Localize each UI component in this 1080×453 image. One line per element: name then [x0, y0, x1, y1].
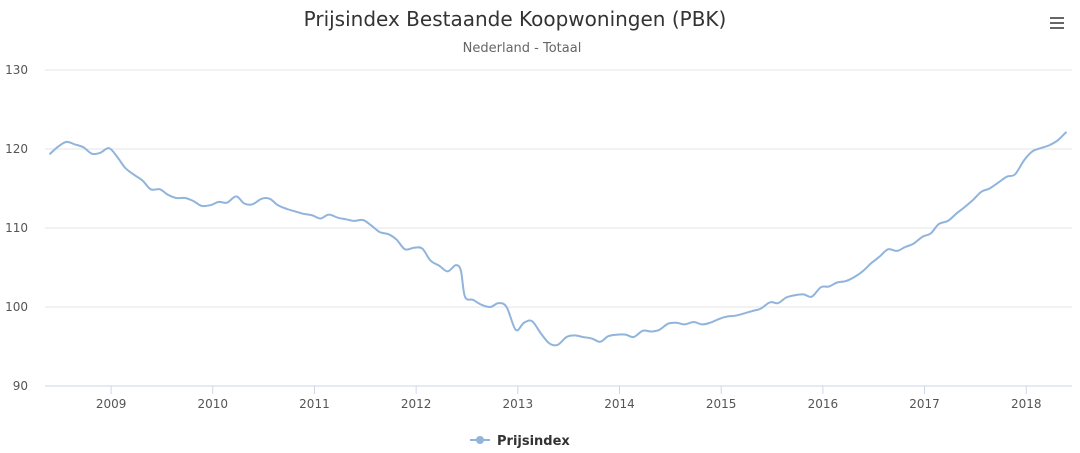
x-tick-label: 2011	[299, 397, 330, 411]
data-point[interactable]	[476, 300, 486, 310]
data-point[interactable]	[265, 194, 275, 204]
data-point[interactable]	[603, 331, 613, 341]
data-point[interactable]	[155, 184, 165, 194]
data-point[interactable]	[231, 191, 241, 201]
series-layer	[45, 127, 1071, 350]
data-point[interactable]	[773, 298, 783, 308]
data-point[interactable]	[680, 319, 690, 329]
data-point[interactable]	[595, 337, 605, 347]
legend-item-prijsindex[interactable]: Prijsindex	[470, 434, 570, 449]
data-point[interactable]	[95, 148, 105, 158]
x-axis: 2009 2010 2011 2012 2013 2014 2015 2016 2017 2018	[96, 386, 1042, 411]
y-tick-label: 130	[5, 63, 28, 77]
data-point[interactable]	[943, 216, 953, 226]
x-tick-label: 2010	[198, 397, 229, 411]
data-point[interactable]	[705, 318, 715, 328]
data-point[interactable]	[781, 293, 791, 303]
data-point[interactable]	[120, 163, 130, 173]
data-point[interactable]	[959, 203, 969, 213]
data-point[interactable]	[456, 266, 466, 276]
data-point[interactable]	[349, 216, 359, 226]
data-point[interactable]	[70, 139, 80, 149]
data-point[interactable]	[358, 215, 368, 225]
data-point[interactable]	[138, 176, 148, 186]
data-point[interactable]	[858, 266, 868, 276]
data-point[interactable]	[400, 244, 410, 254]
data-point[interactable]	[375, 227, 385, 237]
data-point[interactable]	[807, 292, 817, 302]
chart-subtitle: Nederland - Totaal	[463, 41, 582, 56]
data-point[interactable]	[968, 195, 978, 205]
data-point[interactable]	[502, 302, 512, 312]
data-point[interactable]	[247, 199, 257, 209]
legend-label: Prijsindex	[497, 434, 570, 449]
data-point[interactable]	[527, 316, 537, 326]
data-point[interactable]	[222, 198, 232, 208]
data-point[interactable]	[951, 209, 961, 219]
data-point[interactable]	[171, 193, 181, 203]
data-point[interactable]	[324, 210, 334, 220]
data-point[interactable]	[629, 332, 639, 342]
x-tick-label: 2016	[808, 397, 839, 411]
x-tick-label: 2012	[401, 397, 432, 411]
y-axis: 90 100 110 120 130	[5, 63, 28, 393]
x-tick-label: 2017	[909, 397, 940, 411]
data-point[interactable]	[298, 209, 308, 219]
x-tick-label: 2015	[706, 397, 737, 411]
y-tick-label: 90	[13, 379, 28, 393]
data-point[interactable]	[443, 266, 453, 276]
data-point[interactable]	[756, 304, 766, 314]
y-tick-label: 100	[5, 300, 28, 314]
data-point[interactable]	[273, 200, 283, 210]
data-point[interactable]	[832, 278, 842, 288]
data-point[interactable]	[1010, 169, 1020, 179]
data-point[interactable]	[511, 325, 521, 335]
y-tick-label: 110	[5, 221, 28, 235]
data-point[interactable]	[104, 143, 114, 153]
x-tick-label: 2014	[604, 397, 635, 411]
data-point[interactable]	[883, 244, 893, 254]
data-point[interactable]	[392, 235, 402, 245]
data-point[interactable]	[197, 201, 207, 211]
y-tick-label: 120	[5, 142, 28, 156]
data-point[interactable]	[875, 251, 885, 261]
data-point[interactable]	[417, 244, 427, 254]
chart-title: Prijsindex Bestaande Koopwoningen (PBK)	[304, 7, 727, 31]
data-point[interactable]	[1061, 127, 1071, 137]
x-tick-label: 2009	[96, 397, 127, 411]
data-point[interactable]	[536, 329, 546, 339]
data-point[interactable]	[79, 142, 89, 152]
data-point[interactable]	[146, 184, 156, 194]
y-gridlines	[45, 69, 1072, 308]
chart-context-menu-button[interactable]	[1050, 17, 1064, 29]
data-point[interactable]	[908, 239, 918, 249]
data-point[interactable]	[926, 229, 936, 239]
data-point[interactable]	[994, 177, 1004, 187]
data-point[interactable]	[384, 229, 394, 239]
data-point[interactable]	[867, 258, 877, 268]
series-line-prijsindex	[49, 131, 1067, 347]
data-point[interactable]	[425, 255, 435, 265]
data-point[interactable]	[578, 332, 588, 342]
data-point[interactable]	[366, 221, 376, 231]
x-tick-label: 2018	[1011, 397, 1042, 411]
data-point[interactable]	[1019, 155, 1029, 165]
data-point[interactable]	[849, 272, 859, 282]
data-point[interactable]	[553, 340, 563, 350]
data-point[interactable]	[654, 325, 664, 335]
x-tick-label: 2013	[503, 397, 534, 411]
data-point[interactable]	[985, 184, 995, 194]
data-point[interactable]	[1036, 143, 1046, 153]
legend-marker-symbol	[476, 436, 484, 444]
data-point[interactable]	[730, 311, 740, 321]
data-point[interactable]	[934, 219, 944, 229]
data-point[interactable]	[1053, 135, 1063, 145]
data-point[interactable]	[112, 152, 122, 162]
data-point[interactable]	[130, 170, 140, 180]
data-point[interactable]	[435, 261, 445, 271]
data-point[interactable]	[45, 149, 55, 159]
